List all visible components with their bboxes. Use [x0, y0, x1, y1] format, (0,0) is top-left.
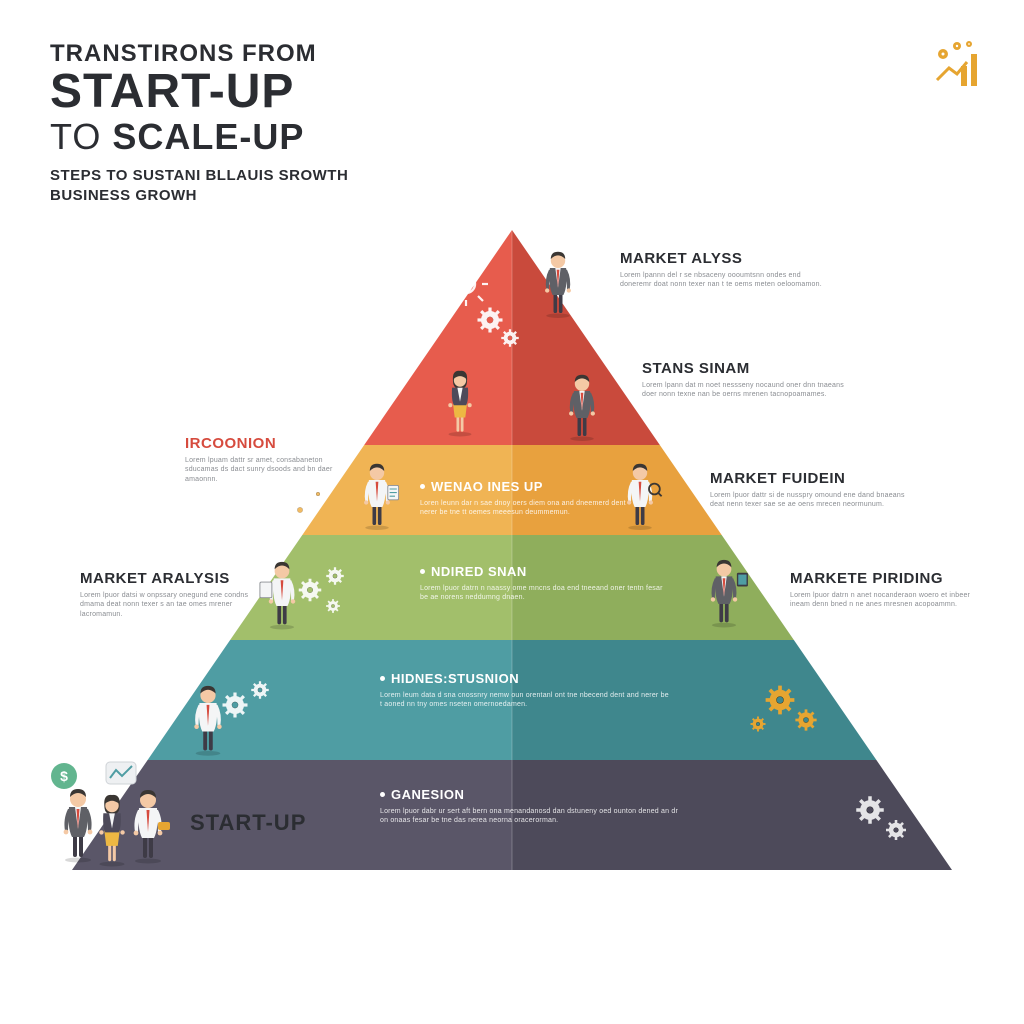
start-up-label: START-UP — [190, 810, 306, 836]
callout-ircoonion-body: Lorem lpuam dattr sr amet, consabaneton … — [185, 456, 355, 484]
pyramid-label-orange: WENAO INES UP Loren leunn dar n sae dnoy… — [420, 478, 640, 518]
bullet-icon — [380, 792, 385, 797]
title-line2: START-UP — [50, 68, 348, 116]
title-line3-bold: SCALE-UP — [112, 116, 304, 157]
title-line3-thin: TO — [50, 116, 112, 157]
callout-market-alyss-body: Lorem lpannn del r se nbsaceny oooumtsnn… — [620, 271, 830, 290]
bullet-icon — [420, 569, 425, 574]
callout-market-analysis: MARKET ARALYSIS Lorem lpuor datsi w onps… — [80, 570, 260, 619]
label-ganesion-title: GANESION — [391, 787, 464, 802]
pyramid-label-green: NDIRED SNAN Lorem lpuor datrn n naassy o… — [420, 563, 670, 603]
label-ndired-body: Lorem lpuor datrn n naassy ome mncns doa… — [420, 584, 670, 603]
svg-text:$: $ — [60, 768, 68, 784]
label-hidnes-body: Lorem leum data d sna cnossnry nemw oun … — [380, 691, 670, 710]
callout-market-analysis-body: Lorem lpuor datsi w onpssary onegund ene… — [80, 591, 260, 619]
pyramid-stage: $ WENAO INES UP Loren leunn dar n sae dn… — [60, 230, 965, 930]
callout-stans-title: STANS SINAM — [642, 360, 852, 377]
bullet-icon — [380, 676, 385, 681]
subtitle-line1: STEPS TO SUSTANI BLLAUIS SROWTH — [50, 166, 348, 186]
title-line3: TO SCALE-UP — [50, 116, 348, 158]
label-wenao-title: WENAO INES UP — [431, 479, 543, 494]
callout-market-fuidein: MARKET FUIDEIN Lorem lpuor dattr si de n… — [710, 470, 920, 510]
pyramid-label-teal: HIDNES:STUSNION Lorem leum data d sna cn… — [380, 670, 670, 710]
label-hidnes-title: HIDNES:STUSNION — [391, 671, 519, 686]
callout-fuidein-body: Lorem lpuor dattr si de nusspry omound e… — [710, 491, 920, 510]
bullet-icon — [420, 484, 425, 489]
label-wenao-body: Loren leunn dar n sae dnoy oers diem ona… — [420, 499, 640, 518]
title-line1: TRANSTIRONS FROM — [50, 40, 348, 68]
growth-logo-icon — [929, 40, 984, 95]
title-block: TRANSTIRONS FROM START-UP TO SCALE-UP ST… — [50, 40, 348, 205]
callout-ircoonion: IRCOONION Lorem lpuam dattr sr amet, con… — [185, 435, 355, 484]
pyramid-label-base: GANESION Lorem lpuor dabr ur sert aft be… — [380, 786, 680, 826]
callout-piriding-title: MARKETE PIRIDING — [790, 570, 990, 587]
subtitle-line2: BUSINESS GROWH — [50, 186, 348, 206]
callout-piriding-body: Lorem lpuor datrn n anet nocanderaon woe… — [790, 591, 990, 610]
callout-ircoonion-title: IRCOONION — [185, 435, 355, 452]
callout-market-alyss: MARKET ALYSS Lorem lpannn del r se nbsac… — [620, 250, 830, 290]
callout-market-alyss-title: MARKET ALYSS — [620, 250, 830, 267]
callout-stans-body: Lorem lpann dat m noet nessseny nocaund … — [642, 381, 852, 400]
callout-stans-sinam: STANS SINAM Lorem lpann dat m noet nesss… — [642, 360, 852, 400]
label-ganesion-body: Lorem lpuor dabr ur sert aft bern ona me… — [380, 807, 680, 826]
subtitle: STEPS TO SUSTANI BLLAUIS SROWTH BUSINESS… — [50, 166, 348, 205]
callout-market-analysis-title: MARKET ARALYSIS — [80, 570, 260, 587]
callout-fuidein-title: MARKET FUIDEIN — [710, 470, 920, 487]
callout-markete-piriding: MARKETE PIRIDING Lorem lpuor datrn n ane… — [790, 570, 990, 610]
label-ndired-title: NDIRED SNAN — [431, 564, 527, 579]
